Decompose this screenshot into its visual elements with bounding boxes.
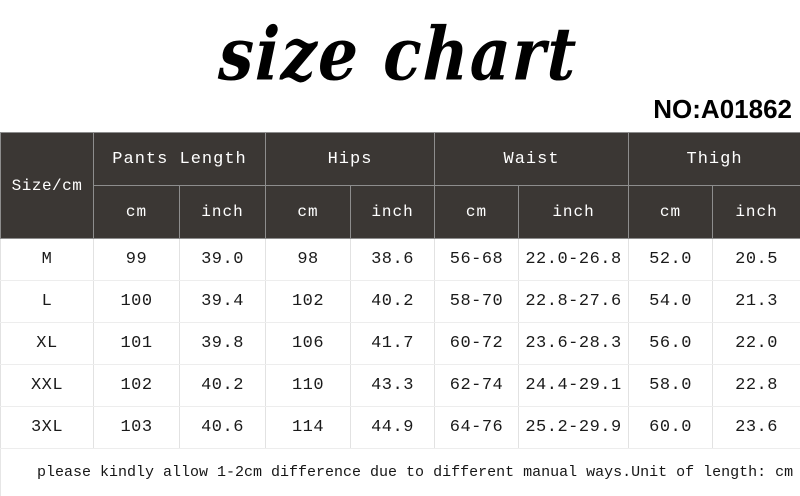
header-group-thigh: Thigh [629, 133, 800, 186]
cell-thigh-inch: 20.5 [713, 239, 800, 281]
cell-thigh-cm: 52.0 [629, 239, 713, 281]
header-group-waist: Waist [435, 133, 629, 186]
cell-hips-inch: 43.3 [351, 365, 435, 407]
table-row: 3XL 103 40.6 114 44.9 64-76 25.2-29.9 60… [1, 407, 800, 449]
cell-hips-inch: 44.9 [351, 407, 435, 449]
cell-waist-inch: 23.6-28.3 [519, 323, 629, 365]
cell-pants-length-cm: 99 [94, 239, 180, 281]
cell-size: L [1, 281, 94, 323]
header-group-pants-length: Pants Length [94, 133, 266, 186]
cell-pants-length-cm: 100 [94, 281, 180, 323]
cell-size: XL [1, 323, 94, 365]
cell-thigh-inch: 22.8 [713, 365, 800, 407]
cell-size: 3XL [1, 407, 94, 449]
size-chart-table: Size/cm Pants Length Hips Waist Thigh cm… [0, 132, 800, 496]
header-pants-length-cm: cm [94, 186, 180, 239]
cell-hips-inch: 40.2 [351, 281, 435, 323]
cell-thigh-cm: 58.0 [629, 365, 713, 407]
cell-pants-length-inch: 39.8 [180, 323, 266, 365]
cell-thigh-cm: 60.0 [629, 407, 713, 449]
header-waist-cm: cm [435, 186, 519, 239]
item-number-label: NO:A01862 [653, 96, 792, 122]
header-row-groups: Size/cm Pants Length Hips Waist Thigh [1, 133, 800, 186]
cell-size: M [1, 239, 94, 281]
header-waist-inch: inch [519, 186, 629, 239]
header-row-units: cm inch cm inch cm inch cm inch [1, 186, 800, 239]
cell-thigh-cm: 56.0 [629, 323, 713, 365]
cell-waist-cm: 56-68 [435, 239, 519, 281]
header-hips-inch: inch [351, 186, 435, 239]
cell-thigh-cm: 54.0 [629, 281, 713, 323]
header-pants-length-inch: inch [180, 186, 266, 239]
cell-size: XXL [1, 365, 94, 407]
cell-hips-cm: 110 [266, 365, 351, 407]
cell-pants-length-cm: 103 [94, 407, 180, 449]
footer-unit-label: Unit of length: cm [631, 464, 793, 481]
cell-waist-cm: 62-74 [435, 365, 519, 407]
header-hips-cm: cm [266, 186, 351, 239]
cell-waist-inch: 24.4-29.1 [519, 365, 629, 407]
cell-waist-cm: 60-72 [435, 323, 519, 365]
cell-hips-cm: 98 [266, 239, 351, 281]
table-header: Size/cm Pants Length Hips Waist Thigh cm… [1, 133, 800, 239]
cell-waist-cm: 64-76 [435, 407, 519, 449]
header-thigh-inch: inch [713, 186, 800, 239]
cell-pants-length-cm: 102 [94, 365, 180, 407]
cell-pants-length-inch: 39.0 [180, 239, 266, 281]
page-title: size chart [0, 18, 800, 91]
cell-waist-inch: 22.8-27.6 [519, 281, 629, 323]
cell-hips-inch: 38.6 [351, 239, 435, 281]
footer-row: please kindly allow 1-2cm difference due… [1, 449, 800, 496]
cell-pants-length-inch: 40.6 [180, 407, 266, 449]
cell-waist-cm: 58-70 [435, 281, 519, 323]
table-body: M 99 39.0 98 38.6 56-68 22.0-26.8 52.0 2… [1, 239, 800, 449]
cell-waist-inch: 22.0-26.8 [519, 239, 629, 281]
cell-pants-length-inch: 39.4 [180, 281, 266, 323]
cell-pants-length-cm: 101 [94, 323, 180, 365]
cell-thigh-inch: 22.0 [713, 323, 800, 365]
header-size: Size/cm [1, 133, 94, 239]
cell-hips-inch: 41.7 [351, 323, 435, 365]
cell-hips-cm: 106 [266, 323, 351, 365]
footer-cell: please kindly allow 1-2cm difference due… [1, 449, 800, 496]
cell-hips-cm: 102 [266, 281, 351, 323]
table-footer: please kindly allow 1-2cm difference due… [1, 449, 800, 496]
cell-thigh-inch: 23.6 [713, 407, 800, 449]
table-row: XXL 102 40.2 110 43.3 62-74 24.4-29.1 58… [1, 365, 800, 407]
cell-pants-length-inch: 40.2 [180, 365, 266, 407]
title-area: size chart NO:A01862 [0, 0, 800, 132]
table-row: M 99 39.0 98 38.6 56-68 22.0-26.8 52.0 2… [1, 239, 800, 281]
table-row: XL 101 39.8 106 41.7 60-72 23.6-28.3 56.… [1, 323, 800, 365]
footer-note: please kindly allow 1-2cm difference due… [37, 464, 631, 481]
cell-thigh-inch: 21.3 [713, 281, 800, 323]
cell-hips-cm: 114 [266, 407, 351, 449]
cell-waist-inch: 25.2-29.9 [519, 407, 629, 449]
header-thigh-cm: cm [629, 186, 713, 239]
header-group-hips: Hips [266, 133, 435, 186]
table-row: L 100 39.4 102 40.2 58-70 22.8-27.6 54.0… [1, 281, 800, 323]
